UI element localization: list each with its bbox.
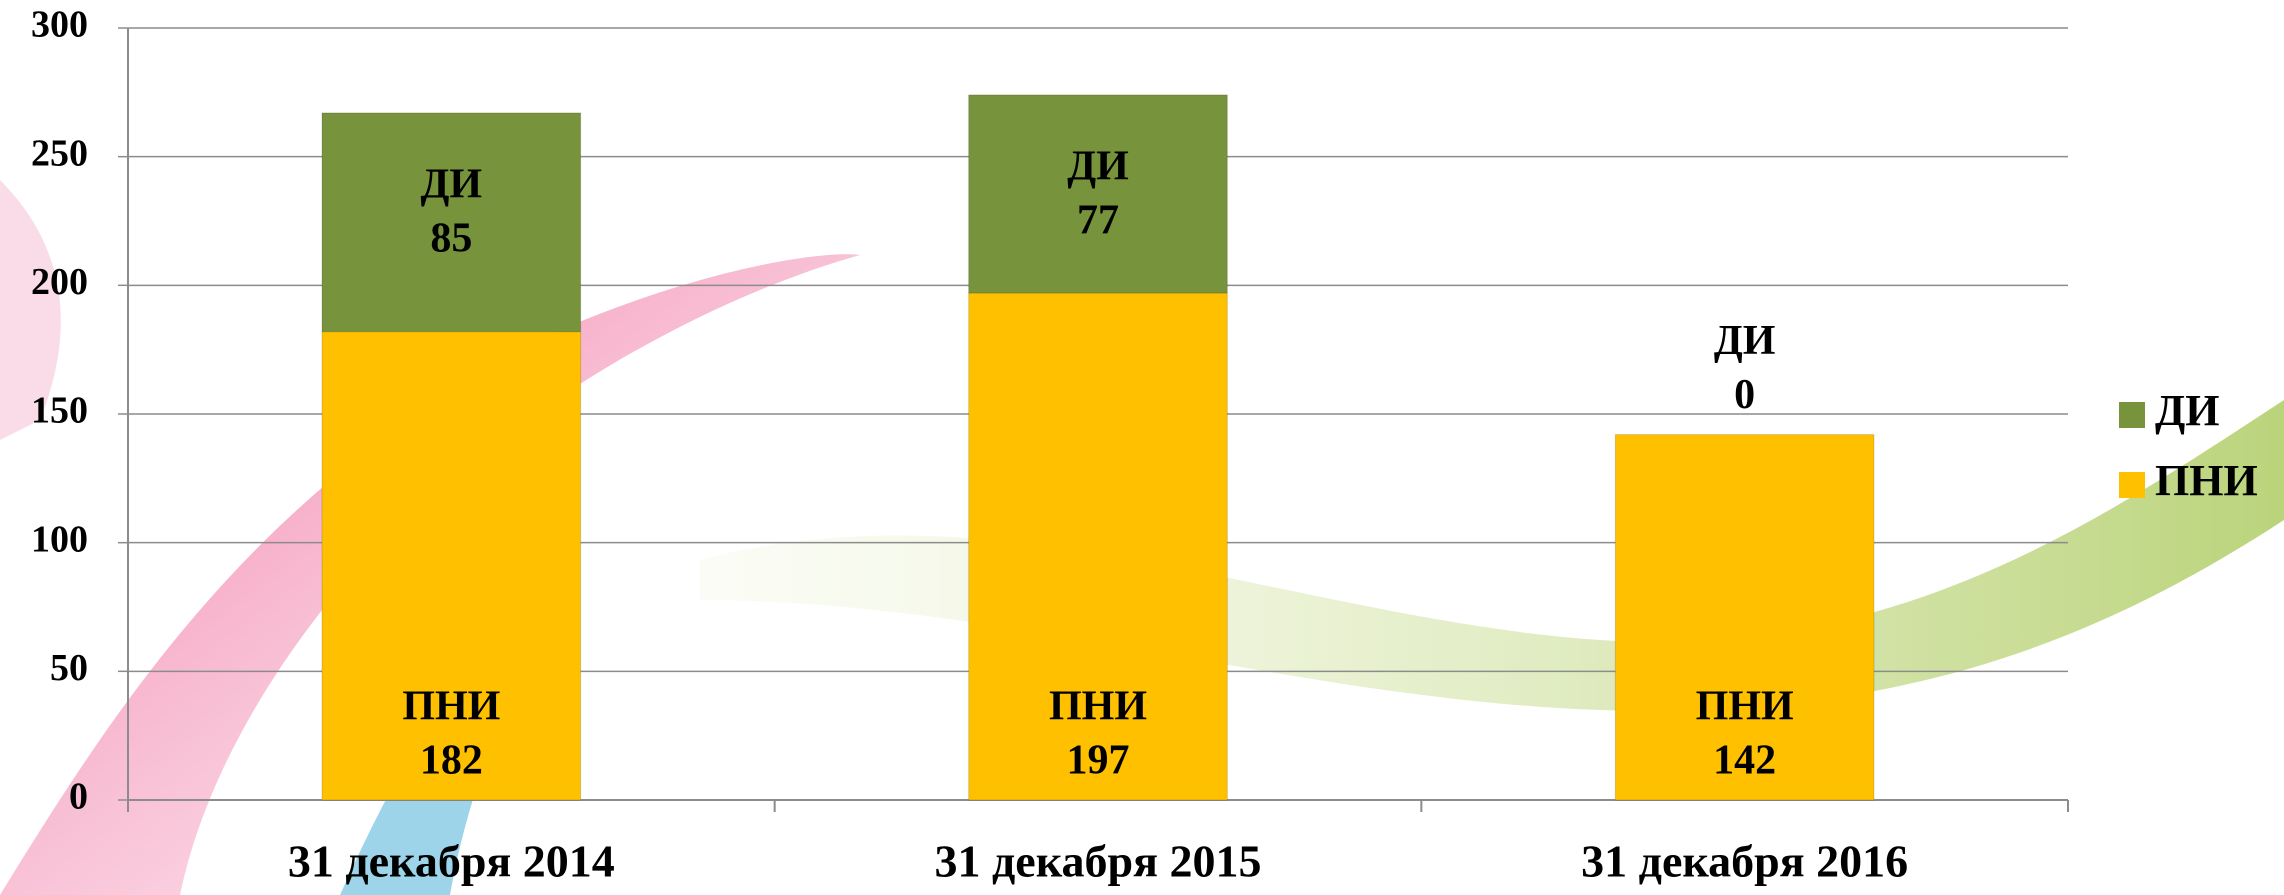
legend-swatch: [2119, 402, 2145, 428]
x-tick-label: 31 декабря 2016: [1581, 836, 1908, 887]
bar-segment: [321, 331, 582, 801]
y-tick-label: 0: [69, 776, 88, 818]
x-tick-label: 31 декабря 2015: [935, 836, 1262, 887]
data-label-name: ДИ: [1714, 318, 1776, 364]
y-tick-label: 300: [31, 4, 88, 46]
legend-label: ДИ: [2155, 386, 2220, 435]
data-label-name: ПНИ: [1696, 684, 1794, 730]
data-label: 142: [1713, 738, 1776, 784]
data-label-name: ДИ: [1067, 144, 1129, 190]
data-label: 0: [1734, 372, 1755, 418]
data-label-name: ПНИ: [1049, 684, 1147, 730]
data-label: 197: [1067, 738, 1130, 784]
y-tick-label: 150: [31, 390, 88, 432]
data-label: 85: [430, 216, 472, 262]
data-label: 182: [420, 738, 483, 784]
legend-label: ПНИ: [2155, 456, 2258, 505]
legend-swatch: [2119, 472, 2145, 498]
bar-segment: [321, 112, 582, 333]
y-tick-label: 250: [31, 132, 88, 174]
bar-segment: [968, 292, 1228, 801]
bar-segment: [968, 94, 1228, 294]
data-label-name: ДИ: [421, 162, 483, 208]
data-label: 77: [1077, 198, 1119, 244]
data-label-name: ПНИ: [402, 684, 500, 730]
x-tick-label: 31 декабря 2014: [288, 836, 615, 887]
y-tick-label: 50: [50, 647, 88, 689]
y-tick-label: 100: [31, 518, 88, 560]
y-tick-label: 200: [31, 261, 88, 303]
bar-segment: [1614, 434, 1875, 801]
